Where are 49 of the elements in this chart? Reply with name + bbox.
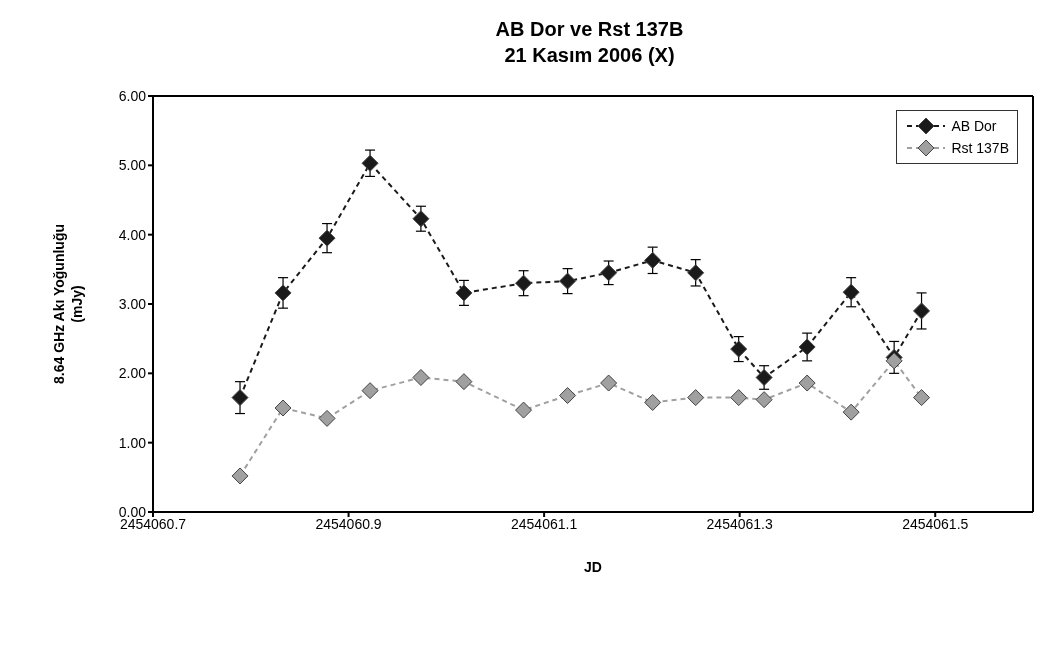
chart-title: AB Dor ve Rst 137B 21 Kasım 2006 (X) bbox=[494, 17, 685, 68]
point bbox=[755, 368, 773, 386]
point bbox=[913, 389, 931, 407]
x-axis-title: JD bbox=[584, 558, 602, 575]
y-tick-label: 0.00 bbox=[118, 503, 147, 520]
point bbox=[231, 389, 249, 407]
point bbox=[455, 373, 473, 391]
point bbox=[361, 382, 379, 400]
x-tick-label: 2454061.3 bbox=[706, 515, 773, 532]
point bbox=[412, 210, 430, 228]
point bbox=[644, 393, 662, 411]
point bbox=[274, 284, 292, 302]
y-tick-label: 5.00 bbox=[118, 157, 147, 174]
y-axis-title: 8.64 GHz Akı Yoğunluğu (mJy) bbox=[51, 224, 85, 384]
point bbox=[318, 229, 336, 247]
point bbox=[687, 389, 705, 407]
point bbox=[274, 399, 292, 417]
point bbox=[913, 302, 931, 320]
point bbox=[755, 391, 773, 409]
y-tick-label: 4.00 bbox=[118, 226, 147, 243]
y-tick-label: 6.00 bbox=[118, 87, 147, 104]
point bbox=[842, 403, 860, 421]
point bbox=[730, 389, 748, 407]
y-tick-label: 3.00 bbox=[118, 295, 147, 312]
point bbox=[318, 409, 336, 427]
point bbox=[515, 274, 533, 292]
x-tick-label: 2454060.9 bbox=[315, 515, 382, 532]
legend-label: AB Dor bbox=[951, 118, 997, 134]
x-tick-label: 2454061.1 bbox=[511, 515, 578, 532]
point bbox=[730, 340, 748, 358]
point bbox=[361, 154, 379, 172]
y-tick-label: 1.00 bbox=[118, 434, 147, 451]
point bbox=[842, 283, 860, 301]
point bbox=[455, 284, 473, 302]
y-tick-label: 2.00 bbox=[118, 365, 147, 382]
point bbox=[600, 264, 618, 282]
point bbox=[798, 338, 816, 356]
point bbox=[644, 251, 662, 269]
point bbox=[687, 264, 705, 282]
point bbox=[600, 374, 618, 392]
point bbox=[559, 272, 577, 290]
point bbox=[515, 401, 533, 419]
point bbox=[412, 368, 430, 386]
x-tick-label: 2454061.5 bbox=[902, 515, 969, 532]
point bbox=[885, 352, 903, 370]
point bbox=[798, 374, 816, 392]
point bbox=[559, 387, 577, 405]
point bbox=[231, 467, 249, 485]
legend-label: Rst 137B bbox=[951, 140, 1009, 156]
